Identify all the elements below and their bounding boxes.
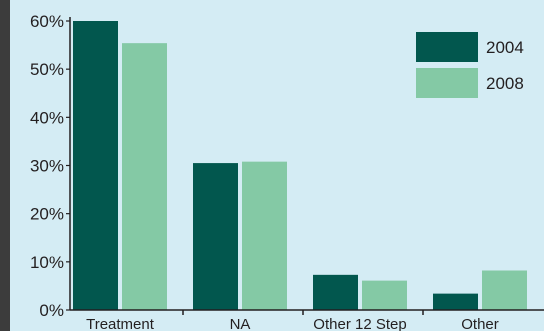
bar-2004-other-12-step	[313, 274, 358, 310]
y-tick-label: 0%	[39, 301, 64, 320]
axes	[69, 17, 544, 315]
x-category-label: NA	[230, 316, 251, 331]
legend-swatch-2008	[416, 68, 478, 98]
bar-2008-treatment	[122, 43, 167, 310]
legend-label-2004: 2004	[486, 38, 524, 57]
bar-2008-na	[242, 161, 287, 310]
bar-2004-treatment	[73, 21, 118, 310]
y-tick-label: 20%	[30, 205, 64, 224]
bars	[73, 21, 527, 310]
bar-2008-other	[482, 270, 527, 310]
x-category-label: Treatment	[86, 316, 155, 331]
legend-swatch-2004	[416, 32, 478, 62]
y-tick-label: 40%	[30, 108, 64, 127]
bar-2008-other-12-step	[362, 280, 407, 310]
x-category-label: Other	[461, 316, 499, 331]
legend-label-2008: 2008	[486, 74, 524, 93]
legend: 2004 2008	[416, 32, 524, 98]
x-axis: Treatment NA Other 12 Step Other	[86, 316, 499, 331]
y-axis: 0% 10% 20% 30% 40% 50% 60%	[30, 12, 70, 320]
bar-2004-other	[433, 293, 478, 310]
x-category-label: Other 12 Step	[313, 316, 406, 331]
left-frame-strip	[0, 0, 10, 331]
y-tick-label: 10%	[30, 253, 64, 272]
y-tick-label: 30%	[30, 157, 64, 176]
y-tick-label: 60%	[30, 12, 64, 31]
bar-2004-na	[193, 163, 238, 310]
y-tick-label: 50%	[30, 60, 64, 79]
